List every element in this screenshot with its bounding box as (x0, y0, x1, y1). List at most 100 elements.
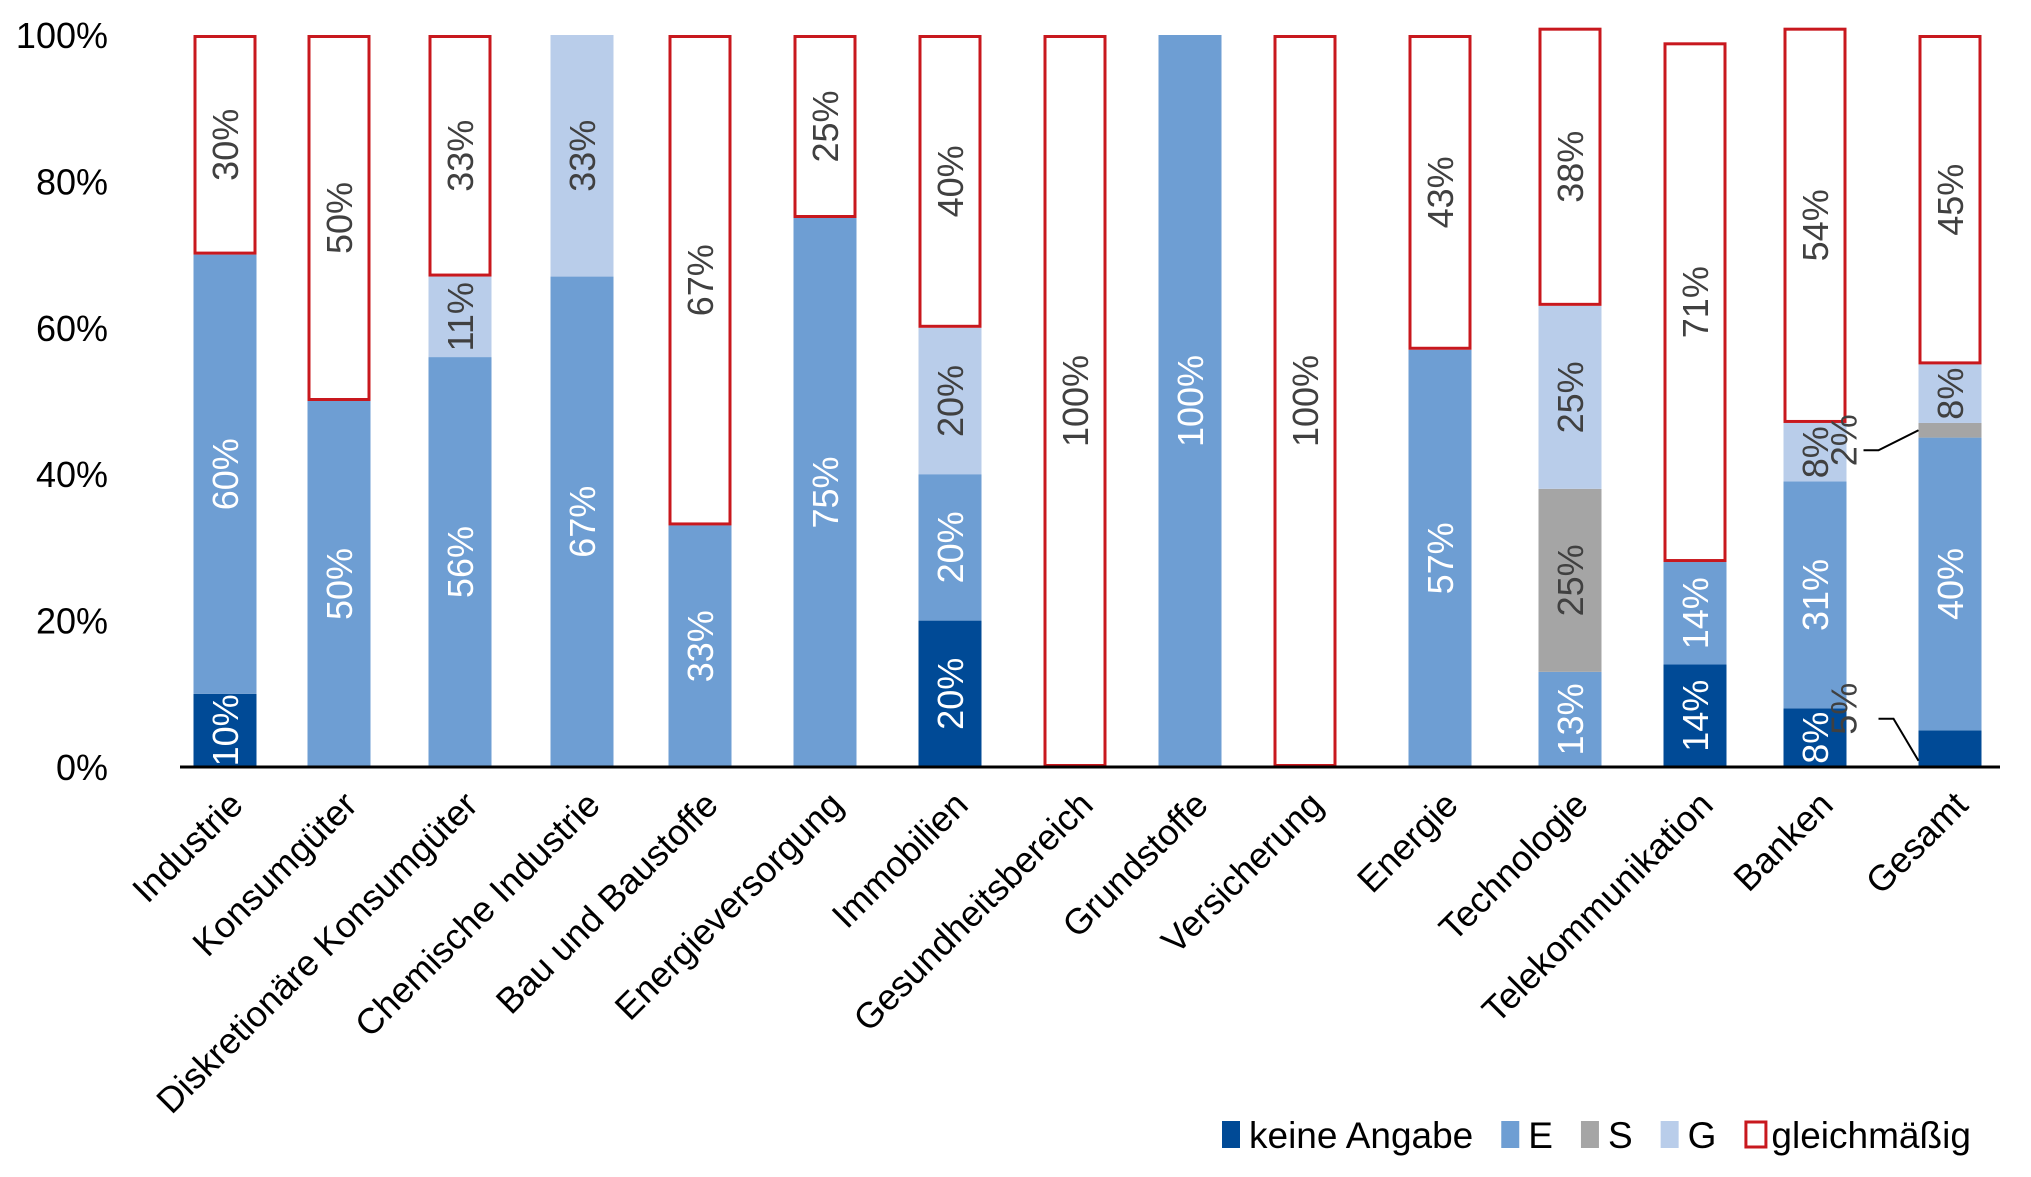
data-label: 33% (680, 610, 721, 682)
bar-segment-gleichmassig (1663, 42, 1727, 563)
y-tick-label: 60% (36, 308, 108, 349)
data-label: 31% (1795, 559, 1836, 631)
bar-segment-gleichmassig (1408, 35, 1472, 350)
bar-group-energie: 57% 43% (1408, 35, 1472, 767)
bar-segment-gleichmassig (668, 35, 732, 526)
bar-segment-keine-angabe (1918, 730, 1982, 767)
data-label: 50% (319, 548, 360, 620)
bar-segment-e (193, 254, 257, 694)
bar-group-grundstoffe: 100% (1158, 35, 1222, 767)
data-label: 14% (1675, 577, 1716, 649)
bar-segment-e (1538, 671, 1602, 767)
bar-segment-e (1408, 349, 1472, 767)
bar-segment-gleichmassig (307, 35, 371, 401)
x-tick-label: Bau und Baustoffe (488, 784, 726, 1022)
legend-label: E (1528, 1115, 1553, 1156)
data-label: 8% (1795, 426, 1836, 478)
bar-segment-g (1538, 305, 1602, 489)
data-label: 100% (1170, 355, 1211, 447)
x-tick-label: Energieversorgung (607, 784, 851, 1028)
y-axis: 0% 20% 40% 60% 80% 100% (16, 15, 108, 788)
bar-segment-g (428, 276, 492, 358)
y-tick-label: 0% (56, 747, 108, 788)
data-label: 67% (680, 244, 721, 316)
data-label: 71% (1675, 266, 1716, 338)
bar-segment-e (793, 218, 857, 767)
legend-swatch (1222, 1121, 1240, 1148)
data-label: 40% (1930, 548, 1971, 620)
data-label: 33% (440, 120, 481, 192)
data-label: 11% (440, 282, 481, 351)
data-label: 56% (440, 526, 481, 598)
bar-segment-gleichmassig (1538, 27, 1602, 306)
legend-item-g: G (1660, 1115, 1717, 1156)
bar-segment-gleichmassig (793, 35, 857, 218)
bar-segment-e (550, 276, 614, 767)
data-label: 38% (1550, 131, 1591, 203)
bar-segment-keine-angabe (193, 693, 257, 767)
bar-segment-keine-angabe (1663, 664, 1727, 767)
bar-segment-e (1918, 437, 1982, 731)
bar-group-versicherung: 100% (1273, 35, 1337, 767)
bar-segment-gleichmassig (193, 35, 257, 255)
bar-segment-e (428, 357, 492, 767)
data-label: 75% (805, 456, 846, 528)
x-tick-label: Energie (1349, 784, 1466, 901)
bar-group-bau-und-baustoffe: 33% 67% (668, 35, 732, 767)
bar-segment-g (1783, 422, 1847, 482)
bar-segment-g (918, 327, 982, 475)
data-label: 20% (930, 511, 971, 583)
y-tick-label: 100% (16, 15, 108, 56)
data-label: 8% (1930, 368, 1971, 420)
data-label: 100% (1285, 355, 1326, 447)
data-label: 14% (1675, 680, 1716, 752)
data-label: 8% (1795, 712, 1836, 764)
legend-item-s: S (1580, 1115, 1633, 1156)
data-label: 25% (1550, 544, 1591, 616)
y-tick-label: 80% (36, 161, 108, 202)
bar-segment-e (1783, 481, 1847, 709)
legend-swatch (1501, 1121, 1520, 1148)
bar-group-immobilien: 20% 20% 20% 40% (918, 35, 982, 767)
bar-group-chemische-industrie: 67% 33% (550, 35, 614, 767)
legend-label: G (1688, 1115, 1717, 1156)
legend-swatch (1580, 1121, 1599, 1148)
bar-segment-g (1918, 364, 1982, 423)
bar-segment-e (1158, 35, 1222, 767)
data-label: 20% (930, 658, 971, 730)
bar-segment-e (668, 525, 732, 767)
data-label: 60% (205, 438, 246, 510)
bar-segment-e (307, 401, 371, 767)
bar-group-gesamt: 40% 8% 45% (1918, 35, 1982, 767)
data-label: 100% (1055, 355, 1096, 447)
data-label: 25% (805, 90, 846, 162)
legend-label: S (1608, 1115, 1633, 1156)
callout-leader-line (1863, 429, 1919, 452)
bar-group-banken: 8% 31% 8% 54% (1783, 27, 1847, 767)
legend-item-keine-angabe: keine Angabe (1222, 1115, 1473, 1156)
callouts: 5% 2% (1824, 414, 1920, 762)
bar-segment-gleichmassig (1273, 35, 1337, 767)
legend-item-gleichmassig: gleichmäßig (1744, 1115, 1971, 1156)
data-label: 50% (319, 182, 360, 254)
data-label: 20% (930, 365, 971, 437)
bar-group-energieversorgung: 75% 25% (793, 35, 857, 767)
bar-segment-gleichmassig (918, 35, 982, 328)
bar-segment-gleichmassig (1043, 35, 1107, 767)
bar-group-konsumguter: 50% 50% (307, 35, 371, 767)
data-label: 33% (562, 120, 603, 192)
legend-swatch (1660, 1121, 1679, 1148)
data-label: 54% (1795, 189, 1836, 261)
y-tick-label: 40% (36, 454, 108, 495)
data-label: 43% (1420, 156, 1461, 228)
bar-group-gesundheitsbereich: 100% (1043, 35, 1107, 767)
data-label: 45% (1930, 164, 1971, 236)
bar-segment-keine-angabe (918, 620, 982, 767)
callout-label: 5% (1824, 683, 1865, 735)
bar-segment-keine-angabe (1783, 708, 1847, 767)
bar-group-technologie: 13% 25% 25% 38% (1538, 27, 1602, 767)
legend-item-e: E (1501, 1115, 1553, 1156)
